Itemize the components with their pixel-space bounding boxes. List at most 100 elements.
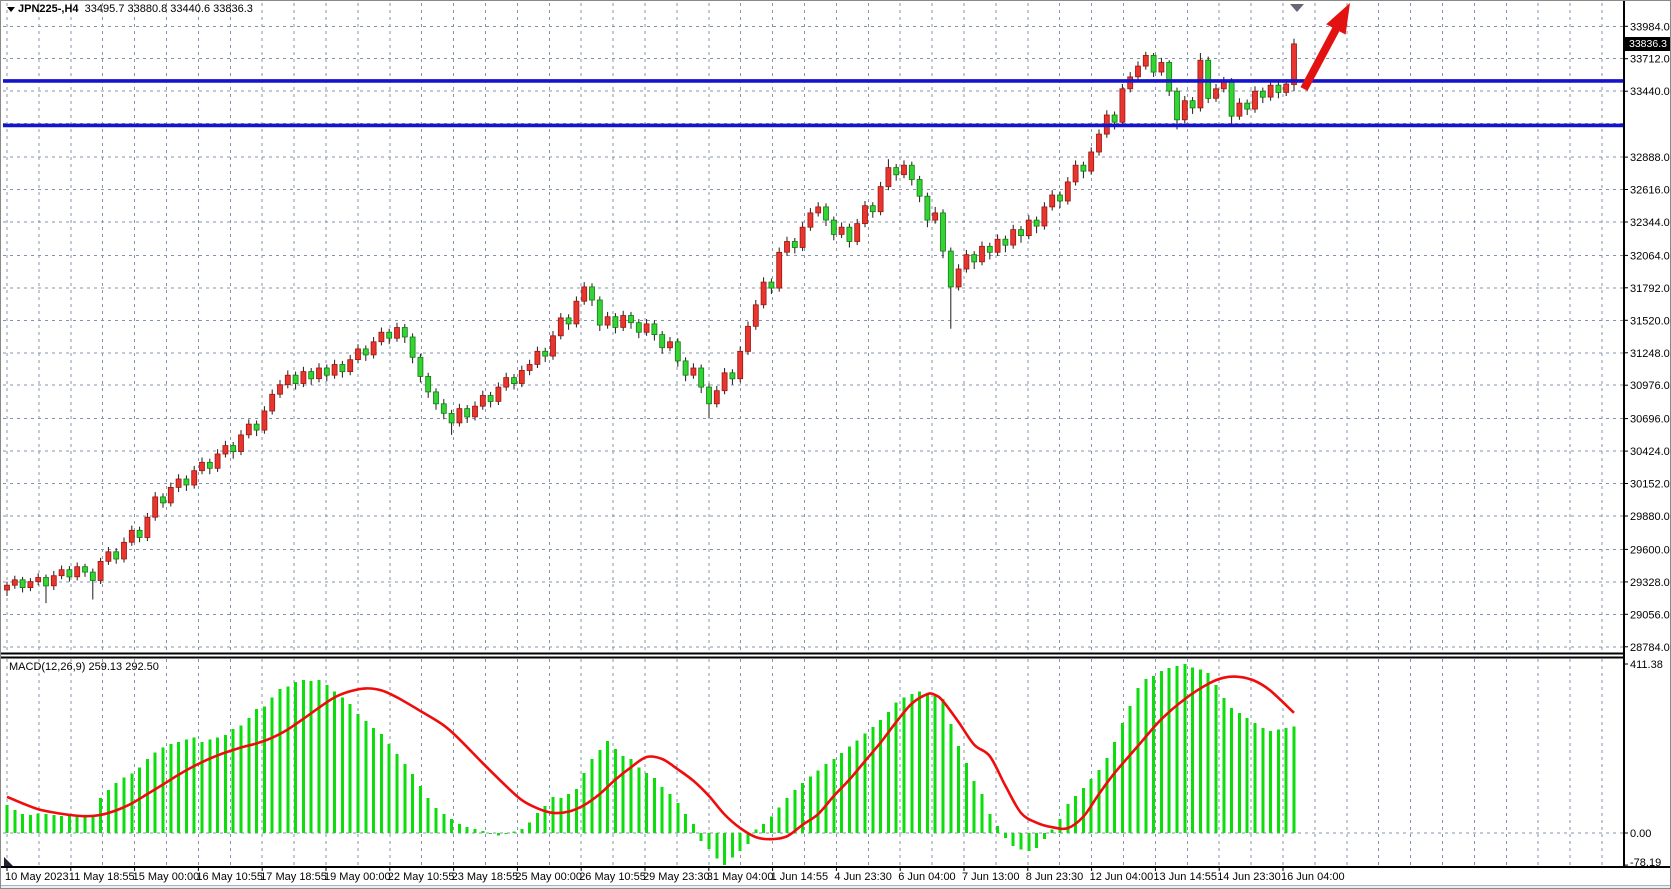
price-axis-label[interactable]: 33984.0: [1630, 21, 1670, 33]
candle-up: [50, 575, 57, 587]
candle-up: [214, 453, 221, 469]
price-axis-label[interactable]: 32616.0: [1630, 185, 1670, 197]
support-line-badge[interactable]: 33152.9: [1629, 119, 1667, 131]
macd-histogram-bar: [668, 794, 672, 833]
price-axis-label[interactable]: 31520.0: [1630, 315, 1670, 327]
macd-histogram-bar: [918, 691, 922, 833]
macd-histogram-bar: [67, 814, 71, 833]
time-axis-label[interactable]: 17 May 18:55: [260, 871, 327, 883]
candle-up: [11, 579, 18, 586]
time-axis-label[interactable]: 4 Jun 23:30: [834, 871, 892, 883]
candle-down: [768, 281, 775, 289]
candle-down: [82, 566, 88, 573]
price-axis-label[interactable]: 30424.0: [1630, 446, 1670, 458]
candle-up: [355, 348, 361, 360]
trend-arrow-annotation[interactable]: [1300, 3, 1350, 91]
time-axis-label[interactable]: 10 May 2023: [5, 871, 69, 883]
candle-up: [979, 245, 985, 263]
candlestick-series: [4, 38, 1297, 604]
time-axis-label[interactable]: 14 Jun 23:30: [1217, 871, 1281, 883]
macd-histogram-bar: [333, 691, 337, 833]
time-axis-label[interactable]: 22 May 10:55: [388, 871, 455, 883]
time-axis-label[interactable]: 31 May 04:00: [707, 871, 774, 883]
symbol-period-label: JPN225-,H4: [18, 3, 79, 15]
price-axis-label[interactable]: 29600.0: [1630, 544, 1670, 556]
price-axis-label[interactable]: 33440.0: [1630, 86, 1670, 98]
time-axis-label[interactable]: 26 May 10:55: [579, 871, 646, 883]
time-axis-label[interactable]: 11 May 18:55: [69, 871, 135, 883]
time-axis-label[interactable]: 13 Jun 14:55: [1153, 871, 1217, 883]
time-axis-label[interactable]: 16 May 10:55: [196, 871, 263, 883]
time-axis-label[interactable]: 19 May 00:00: [324, 871, 391, 883]
candle-up: [932, 212, 939, 221]
macd-axis-label[interactable]: 0.00: [1630, 828, 1651, 840]
candle-down: [1189, 100, 1196, 109]
candle-up: [901, 164, 907, 176]
candle-up: [994, 238, 1001, 253]
candle-up: [1252, 90, 1258, 110]
macd-histogram-bar: [1191, 667, 1195, 833]
macd-histogram-bar: [473, 828, 477, 833]
price-axis-label[interactable]: 32888.0: [1630, 152, 1670, 164]
candle-up: [479, 395, 486, 407]
price-axis-label[interactable]: 29056.0: [1630, 609, 1670, 621]
candle-down: [1174, 90, 1180, 121]
macd-histogram-bar: [699, 833, 703, 842]
macd-axis-label[interactable]: -78.19: [1630, 857, 1661, 869]
price-axis-label[interactable]: 30696.0: [1630, 414, 1670, 426]
macd-histogram-bar: [1042, 833, 1046, 840]
macd-histogram-bar: [1183, 664, 1187, 833]
price-axis-label[interactable]: 28784.0: [1630, 642, 1670, 654]
candle-up: [222, 445, 229, 455]
time-axis-label[interactable]: 16 Jun 04:00: [1281, 871, 1345, 883]
price-axis-label[interactable]: 31248.0: [1630, 348, 1670, 360]
time-axis-label[interactable]: 15 May 00:00: [133, 871, 200, 883]
time-axis-label[interactable]: 29 May 23:30: [643, 871, 710, 883]
candle-down: [682, 360, 689, 376]
price-axis-label[interactable]: 32344.0: [1630, 217, 1670, 229]
macd-histogram-bar: [551, 796, 555, 833]
price-axis-label[interactable]: 31792.0: [1630, 283, 1670, 295]
time-axis-label[interactable]: 6 Jun 04:00: [898, 871, 956, 883]
candle-down: [1228, 81, 1235, 117]
time-axis-label[interactable]: 25 May 00:00: [515, 871, 582, 883]
candle-up: [456, 408, 463, 424]
candle-down: [1259, 90, 1266, 98]
macd-histogram-bar: [83, 816, 87, 833]
price-axis-label[interactable]: 33712.0: [1630, 54, 1670, 66]
candle-up: [1041, 206, 1048, 227]
time-axis-label[interactable]: 12 Jun 04:00: [1090, 871, 1154, 883]
macd-histogram-bar: [941, 699, 945, 833]
price-axis-label[interactable]: 30976.0: [1630, 380, 1670, 392]
price-axis-label[interactable]: 29880.0: [1630, 511, 1670, 523]
time-axis-label[interactable]: 23 May 18:55: [452, 871, 519, 883]
candle-down: [464, 408, 471, 418]
resistance-line-badge[interactable]: 33525.9: [1629, 75, 1667, 87]
macd-histogram-bar: [715, 833, 719, 859]
price-axis-label[interactable]: 29328.0: [1630, 577, 1670, 589]
symbol-dropdown-icon[interactable]: [7, 7, 15, 12]
macd-axis-label[interactable]: 411.38: [1630, 659, 1663, 671]
macd-histogram-bar: [871, 727, 875, 833]
macd-histogram-bar: [925, 693, 929, 833]
macd-histogram-bar: [418, 786, 422, 833]
time-axis-label[interactable]: 7 Jun 13:00: [962, 871, 1020, 883]
macd-histogram-bar: [957, 745, 961, 833]
candle-up: [955, 268, 962, 288]
time-axis-label[interactable]: 8 Jun 23:30: [1026, 871, 1084, 883]
candle-up: [526, 364, 533, 371]
macd-histogram-bar: [980, 794, 984, 833]
macd-histogram-bar: [496, 833, 500, 836]
chart-shift-marker-icon[interactable]: [1290, 4, 1304, 12]
macd-histogram-bar: [270, 697, 274, 833]
macd-histogram-bar: [13, 810, 17, 833]
time-axis-label[interactable]: 1 Jun 14:55: [771, 871, 829, 883]
macd-histogram: [5, 664, 1296, 866]
macd-histogram-bar: [652, 777, 656, 833]
candle-up: [97, 561, 104, 581]
price-axis-label[interactable]: 30152.0: [1630, 479, 1670, 491]
macd-histogram-bar: [769, 816, 773, 833]
price-axis-label[interactable]: 32064.0: [1630, 250, 1670, 262]
